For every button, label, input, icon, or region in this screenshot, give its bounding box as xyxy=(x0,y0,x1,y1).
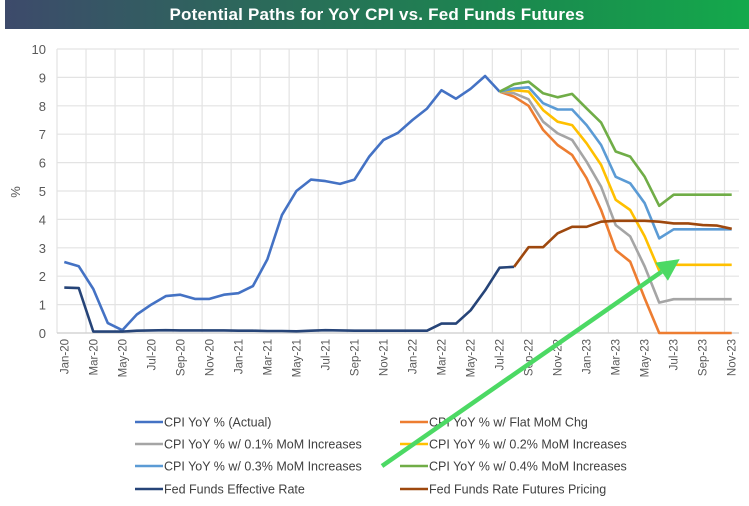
y-tick-label: 8 xyxy=(39,99,46,114)
y-tick-label: 4 xyxy=(39,212,46,227)
y-tick-label: 1 xyxy=(39,298,46,313)
legend-label: CPI YoY % (Actual) xyxy=(164,416,271,430)
x-tick-label: May-23 xyxy=(640,339,652,377)
x-tick-label: Sep-20 xyxy=(175,339,187,376)
series-line-6 xyxy=(64,265,515,333)
y-tick-label: 7 xyxy=(39,127,46,142)
legend-label: CPI YoY % w/ 0.2% MoM Increases xyxy=(429,438,627,452)
series-line-4 xyxy=(499,86,732,240)
legend-label: CPI YoY % w/ Flat MoM Chg xyxy=(429,416,588,430)
x-tick-label: Sep-21 xyxy=(349,339,361,376)
x-tick-label: Nov-21 xyxy=(378,339,390,376)
y-axis-label: % xyxy=(8,186,23,198)
x-tick-label: Jul-21 xyxy=(320,339,332,370)
y-tick-label: 0 xyxy=(39,326,46,341)
x-tick-label: Sep-22 xyxy=(524,339,536,376)
x-tick-label: Nov-23 xyxy=(727,339,739,376)
x-tick-label: Mar-22 xyxy=(437,339,449,375)
legend-label: CPI YoY % w/ 0.3% MoM Increases xyxy=(164,460,362,474)
series-line-2 xyxy=(499,90,732,304)
x-tick-label: Mar-20 xyxy=(88,339,100,375)
x-tick-label: Mar-21 xyxy=(262,339,274,375)
annotation-arrow-head xyxy=(655,259,680,281)
y-tick-label: 6 xyxy=(39,156,46,171)
y-tick-label: 5 xyxy=(39,184,46,199)
y-tick-label: 3 xyxy=(39,241,46,256)
series-line-5 xyxy=(499,80,732,208)
chart-title: Potential Paths for YoY CPI vs. Fed Fund… xyxy=(5,0,749,29)
legend-label: Fed Funds Rate Futures Pricing xyxy=(429,483,606,497)
legend-label: CPI YoY % w/ 0.1% MoM Increases xyxy=(164,438,362,452)
x-tick-label: Jul-20 xyxy=(146,339,158,370)
x-tick-label: Jan-22 xyxy=(408,339,420,374)
series-line-1 xyxy=(499,90,732,335)
y-tick-label: 9 xyxy=(39,70,46,85)
x-tick-label: Sep-23 xyxy=(698,339,710,376)
x-tick-label: Nov-22 xyxy=(553,339,565,376)
x-tick-label: Jul-23 xyxy=(669,339,681,370)
x-tick-label: Jan-21 xyxy=(233,339,245,374)
series-line-0 xyxy=(63,74,501,332)
legend-label: Fed Funds Effective Rate xyxy=(164,483,305,497)
x-tick-label: Jan-23 xyxy=(582,339,594,374)
series-line-7 xyxy=(513,219,732,268)
x-tick-label: Nov-20 xyxy=(204,339,216,376)
series-line-3 xyxy=(499,88,732,272)
x-tick-label: May-22 xyxy=(466,339,478,377)
x-tick-label: May-20 xyxy=(117,339,129,377)
x-tick-label: Mar-23 xyxy=(611,339,623,375)
x-tick-label: May-21 xyxy=(291,339,303,377)
y-tick-label: 10 xyxy=(32,42,46,57)
x-tick-label: Jul-22 xyxy=(495,339,507,370)
x-tick-label: Jan-20 xyxy=(59,339,71,374)
y-tick-label: 2 xyxy=(39,269,46,284)
legend-label: CPI YoY % w/ 0.4% MoM Increases xyxy=(429,460,627,474)
annotation-arrow-shaft xyxy=(380,269,663,468)
